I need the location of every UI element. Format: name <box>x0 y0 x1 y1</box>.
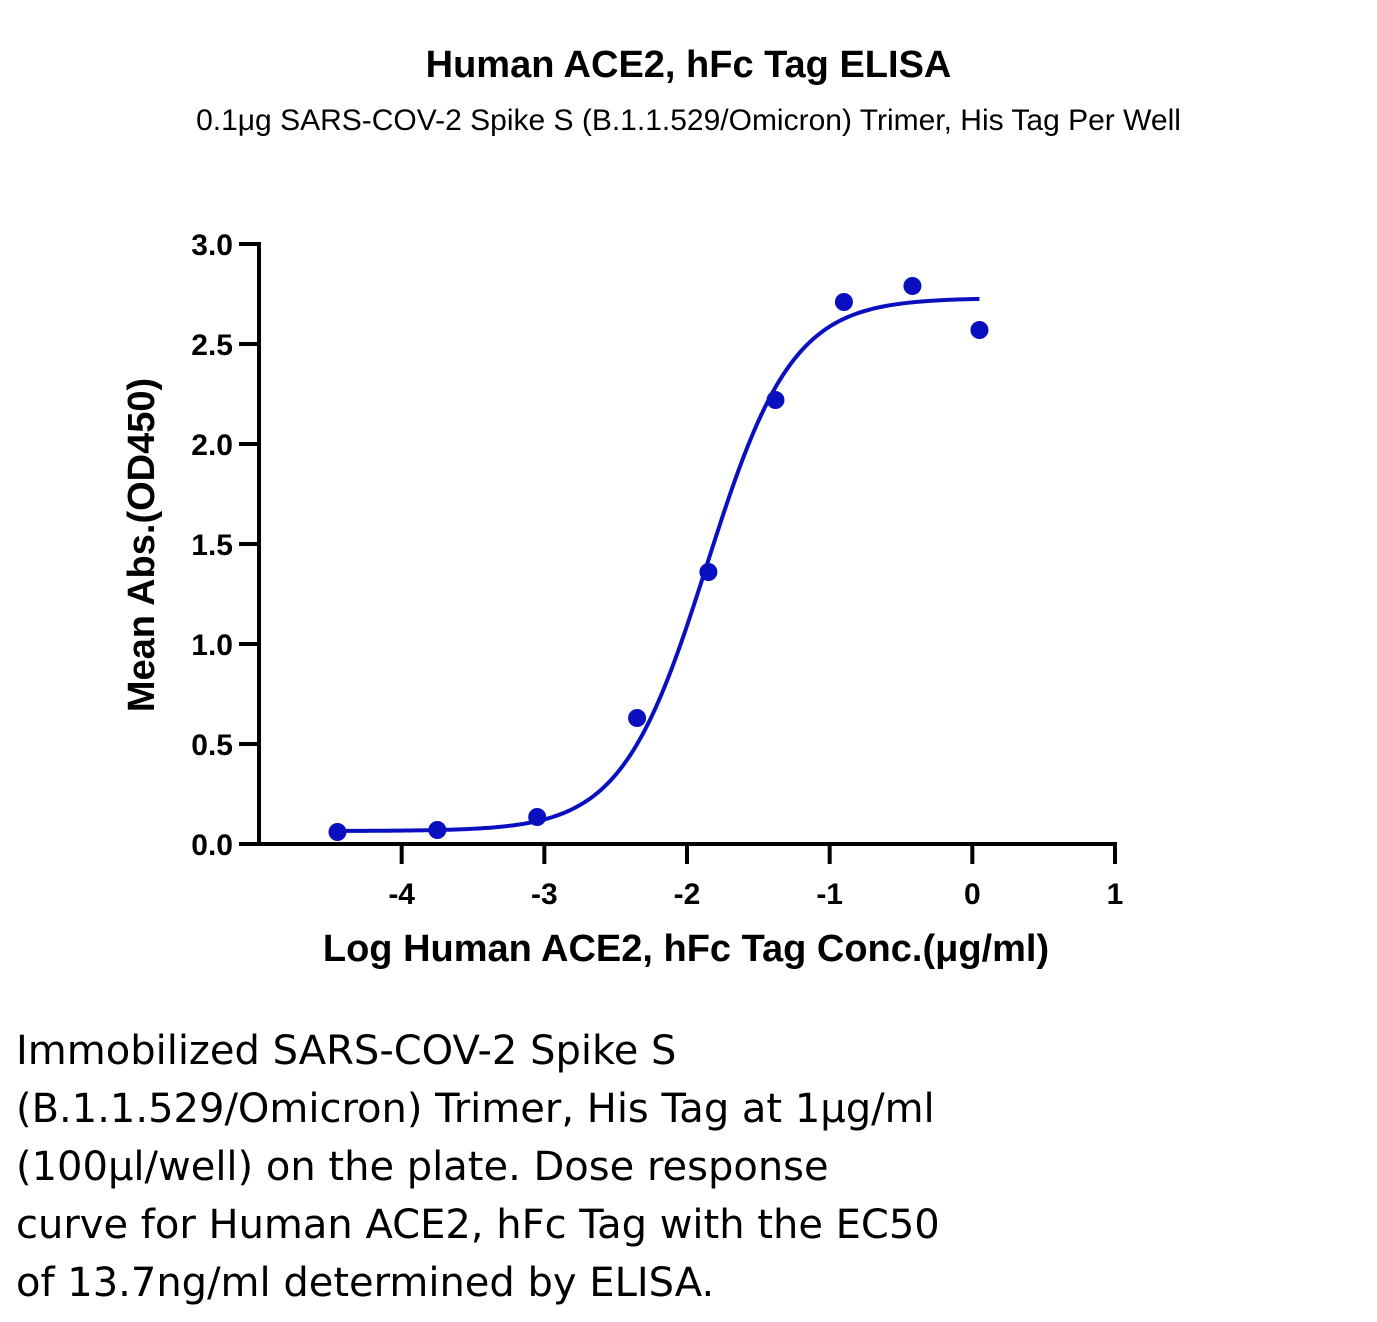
x-tick-label: -3 <box>531 878 558 911</box>
data-point <box>903 277 922 295</box>
caption-line: (B.1.1.529/Omicron) Trimer, His Tag at 1… <box>16 1086 935 1132</box>
data-point <box>970 321 989 339</box>
y-tick-label: 0.5 <box>191 729 233 762</box>
data-point <box>766 391 785 409</box>
fit-curve <box>337 296 980 833</box>
caption: Immobilized SARS-COV-2 Spike S (B.1.1.52… <box>16 1022 1216 1312</box>
data-point <box>428 821 447 839</box>
y-tick-label: 2.0 <box>191 429 233 462</box>
data-point <box>628 709 647 727</box>
data-points <box>328 277 989 841</box>
x-tick-label: -4 <box>388 878 415 911</box>
x-tick-label: 0 <box>964 878 981 911</box>
data-point <box>699 563 718 581</box>
y-tick-label: 0.0 <box>191 829 233 862</box>
y-tick-label: 1.0 <box>191 629 233 662</box>
y-axis-title: Mean Abs.(OD450) <box>121 378 163 712</box>
y-tick-label: 2.5 <box>191 329 233 362</box>
caption-line: of 13.7ng/ml determined by ELISA. <box>16 1260 715 1306</box>
x-axis-title: Log Human ACE2, hFc Tag Conc.(μg/ml) <box>323 928 1049 970</box>
x-tick-label: -2 <box>674 878 701 911</box>
ticks: 0.0 0.5 1.0 1.5 2.0 2.5 3.0 -4 -3 -2 -1 0 1 <box>191 229 1123 911</box>
x-tick-label: 1 <box>1107 878 1124 911</box>
data-point <box>834 293 853 311</box>
data-point <box>528 808 547 826</box>
elisa-chart: 0.0 0.5 1.0 1.5 2.0 2.5 3.0 -4 -3 -2 -1 0 1 Log Huma… <box>121 229 1123 970</box>
data-point <box>328 823 347 841</box>
caption-line: (100μl/well) on the plate. Dose response <box>16 1144 829 1190</box>
chart-subtitle: 0.1μg SARS-COV-2 Spike S (B.1.1.529/Omic… <box>196 104 1181 137</box>
y-tick-label: 1.5 <box>191 529 233 562</box>
x-tick-label: -1 <box>816 878 843 911</box>
y-tick-label: 3.0 <box>191 229 233 262</box>
caption-line: curve for Human ACE2, hFc Tag with the E… <box>16 1202 940 1248</box>
caption-line: Immobilized SARS-COV-2 Spike S <box>16 1028 677 1074</box>
chart-title: Human ACE2, hFc Tag ELISA <box>425 44 952 86</box>
